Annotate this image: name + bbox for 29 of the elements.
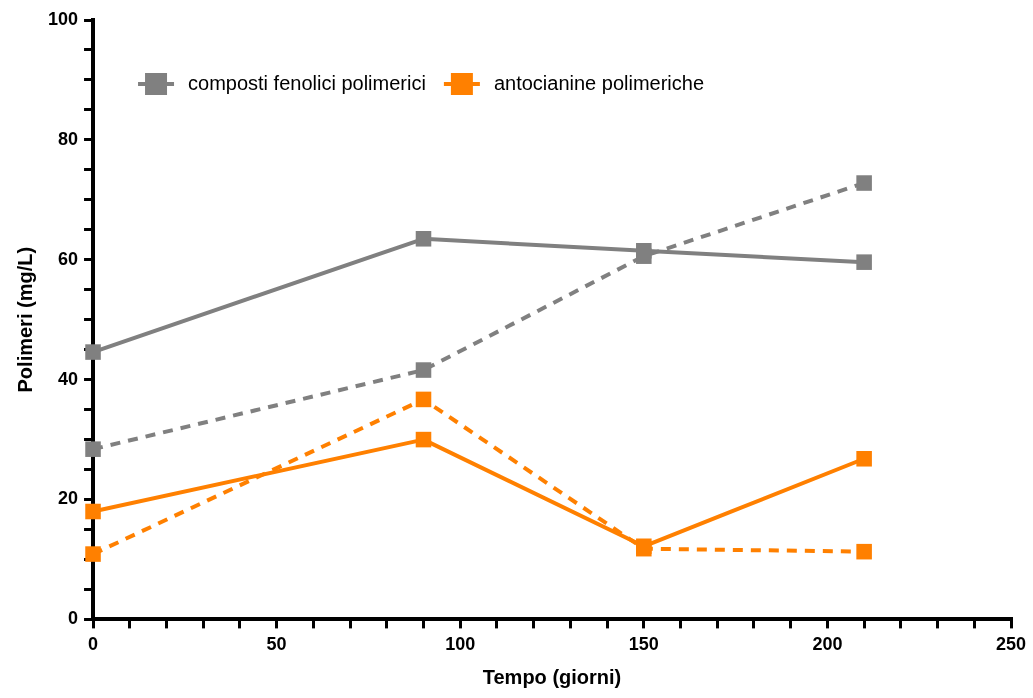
point xyxy=(415,231,432,247)
point xyxy=(415,362,432,378)
point xyxy=(85,344,101,360)
point xyxy=(85,546,101,562)
x-tick-label: 200 xyxy=(812,634,843,655)
point xyxy=(856,254,872,270)
x-tick-label: 0 xyxy=(88,634,99,655)
y-axis-title: Polimeri (mg/L) xyxy=(13,246,36,393)
x-tick-label: 100 xyxy=(445,634,476,655)
y-tick-label: 40 xyxy=(58,368,79,389)
x-tick-label: 50 xyxy=(266,634,287,655)
x-axis-title: Tempo (giorni) xyxy=(482,665,622,688)
legend-label: composti fenolici polimerici xyxy=(188,71,426,94)
y-tick-label: 20 xyxy=(58,488,79,509)
point xyxy=(636,242,652,259)
x-tick-label: 150 xyxy=(628,634,659,655)
point xyxy=(856,543,872,560)
x-tick-label: 250 xyxy=(995,634,1027,655)
point xyxy=(85,503,101,520)
point xyxy=(415,431,432,448)
point xyxy=(415,391,432,408)
point xyxy=(856,450,872,467)
point xyxy=(856,175,872,191)
legend-label: antocianine polimeriche xyxy=(493,71,705,94)
y-tick-label: 0 xyxy=(68,608,79,629)
y-tick-label: 60 xyxy=(58,248,79,269)
y-tick-label: 80 xyxy=(58,128,79,149)
point xyxy=(85,441,101,457)
y-tick-label: 100 xyxy=(47,8,79,29)
